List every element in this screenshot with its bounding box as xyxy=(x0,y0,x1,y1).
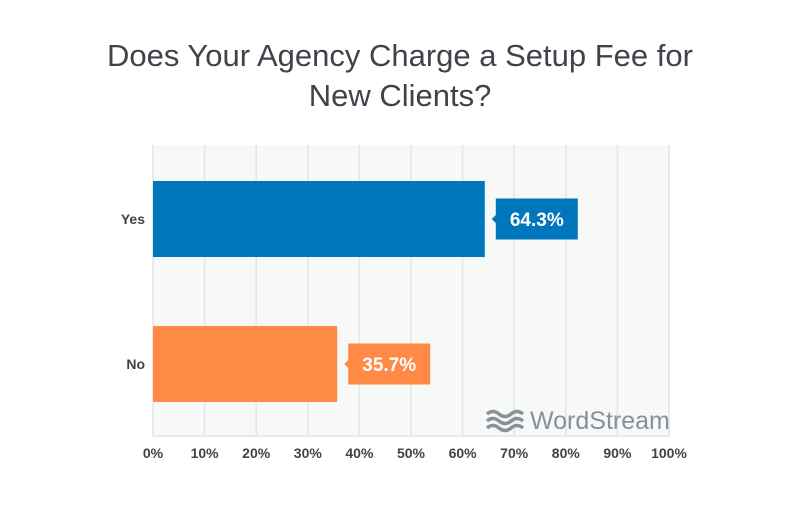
data-label-box xyxy=(491,198,578,240)
x-tick-label: 60% xyxy=(449,445,478,461)
category-label: Yes xyxy=(121,211,145,227)
x-tick-label: 80% xyxy=(552,445,581,461)
data-label-box xyxy=(344,343,431,385)
x-tick-label: 10% xyxy=(191,445,220,461)
x-tick-label: 0% xyxy=(143,445,164,461)
x-tick-label: 40% xyxy=(345,445,374,461)
x-tick-label: 100% xyxy=(651,445,687,461)
x-tick-label: 70% xyxy=(500,445,529,461)
bar-yes xyxy=(153,181,485,257)
bar-no xyxy=(153,326,338,402)
watermark: WordStream xyxy=(530,407,670,435)
chart-title: Does Your Agency Charge a Setup Fee for N… xyxy=(0,36,800,116)
wordstream-logo-icon xyxy=(485,409,525,433)
data-label: 64.3% xyxy=(510,210,564,231)
x-tick-label: 20% xyxy=(242,445,271,461)
x-tick-label: 50% xyxy=(397,445,426,461)
title-line-1: Does Your Agency Charge a Setup Fee for xyxy=(107,38,693,73)
x-tick-label: 30% xyxy=(294,445,323,461)
category-label: No xyxy=(126,356,145,372)
x-tick-label: 90% xyxy=(603,445,632,461)
data-label: 35.7% xyxy=(362,355,416,376)
title-line-2: New Clients? xyxy=(308,78,492,113)
